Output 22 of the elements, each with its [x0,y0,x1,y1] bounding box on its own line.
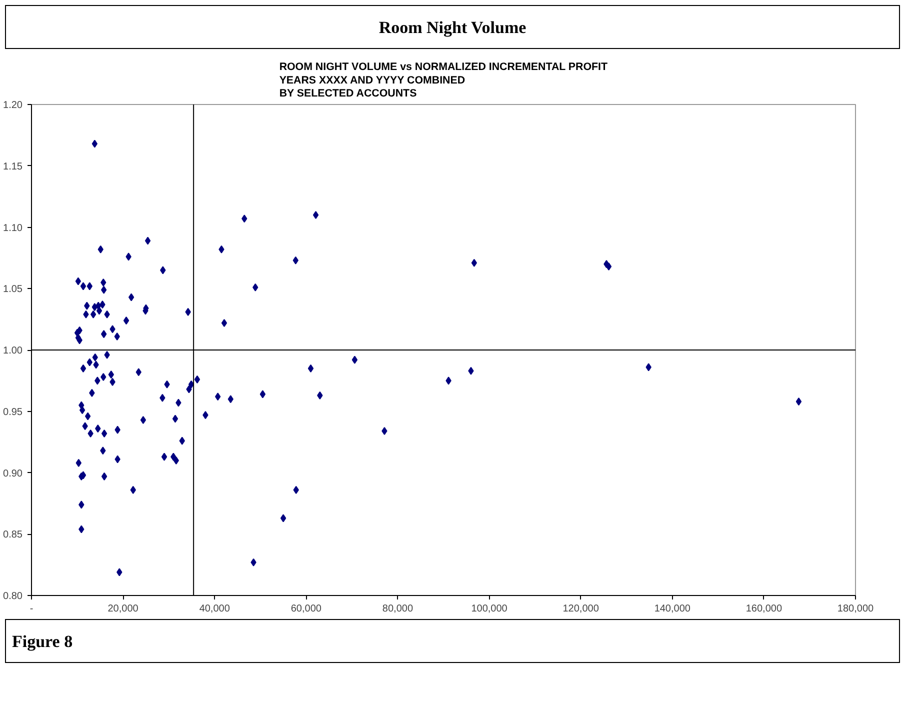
x-tick-label: 140,000 [654,604,691,614]
y-tick-label: 1.15 [3,161,23,172]
y-tick-label: 1.00 [3,346,23,356]
x-tick-label: 60,000 [290,604,322,614]
chart-subtitle: ROOM NIGHT VOLUME vs NORMALIZED INCREMENTAL PROFIT YEARS XXXX AND YYYY COMBINED BY SELECTED ACCOUNTS [279,61,608,100]
x-tick-label: - [30,604,34,614]
x-tick-label: 80,000 [382,604,414,614]
x-tick-label: 20,000 [108,604,139,614]
y-tick-label: 0.85 [3,530,23,541]
x-tick-label: 160,000 [746,604,782,614]
caption: Figure 8 [12,631,73,653]
x-tick-label: 40,000 [199,604,230,614]
chart-title: Room Night Volume [378,17,526,39]
y-tick-label: 1.05 [3,284,23,296]
x-tick-label: 120,000 [562,604,600,614]
y-tick-label: 0.90 [3,468,23,480]
x-tick-label: 100,000 [471,604,508,614]
y-tick-label: 0.80 [3,591,23,602]
y-tick-label: 1.10 [3,222,23,234]
x-tick-label: 180,000 [837,604,874,614]
y-tick-label: 0.95 [3,406,23,418]
y-tick-label: 1.20 [3,100,23,111]
